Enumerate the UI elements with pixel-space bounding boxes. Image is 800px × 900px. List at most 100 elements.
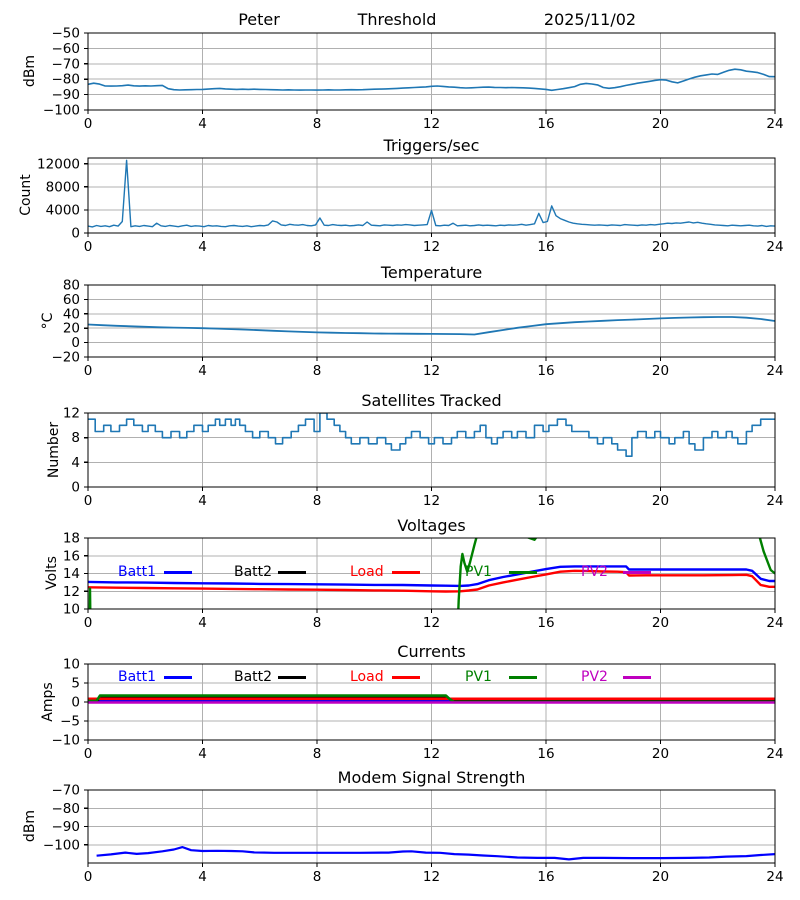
xtick-label: 12 xyxy=(423,239,440,255)
ylabel-voltages: Volts xyxy=(44,556,60,590)
ytick-label: 14 xyxy=(63,566,80,582)
ytick-label: 0 xyxy=(71,480,80,496)
xtick-label: 24 xyxy=(766,869,783,885)
ylabel-triggers: Count xyxy=(18,174,34,216)
legend-swatch-load xyxy=(392,570,420,574)
ytick-label: −60 xyxy=(52,41,81,57)
ytick-label: 20 xyxy=(63,321,80,337)
panel-6: 0 4 8 12 16 20 24 −100 −90 −80 −70 xyxy=(43,783,784,886)
ylabel-modem: dBm xyxy=(22,809,38,843)
chart-title-triggers: Triggers/sec xyxy=(383,136,480,155)
xtick-label: 20 xyxy=(652,869,669,885)
ytick-label: 60 xyxy=(63,292,80,308)
xtick-label: 0 xyxy=(84,239,93,255)
chart-title-modem: Modem Signal Strength xyxy=(337,768,526,787)
xtick-label: 8 xyxy=(313,116,322,132)
xtick-label: 16 xyxy=(537,239,554,255)
series-satellites xyxy=(88,413,775,457)
series-load xyxy=(88,569,775,593)
xtick-label: 8 xyxy=(313,239,322,255)
ytick-label: 0 xyxy=(71,695,80,711)
series-batt1 xyxy=(88,565,775,588)
legend-label-batt2: Batt2 xyxy=(234,564,273,580)
series-temperature xyxy=(88,316,775,336)
ytick-label: −50 xyxy=(52,26,81,42)
xtick-label: 20 xyxy=(652,615,669,631)
series-triggers xyxy=(88,159,775,228)
ytick-label: 18 xyxy=(63,531,80,547)
figure-header-date: 2025/11/02 xyxy=(543,10,637,29)
chart-title-voltages: Voltages xyxy=(397,516,466,535)
xtick-label: 12 xyxy=(423,116,440,132)
xtick-label: 12 xyxy=(423,363,440,379)
chart-title-currents: Currents xyxy=(397,642,466,661)
xtick-label: 20 xyxy=(652,746,669,762)
xtick-label: 20 xyxy=(652,239,669,255)
legend-swatch-load xyxy=(392,675,420,679)
ytick-label: −90 xyxy=(52,819,81,835)
xtick-label: 20 xyxy=(652,116,669,132)
ytick-label: 80 xyxy=(63,278,80,294)
legend-label-pv1: PV1 xyxy=(465,669,492,685)
ytick-label: 0 xyxy=(71,335,80,351)
xtick-label: 4 xyxy=(198,746,207,762)
chart-title-temperature: Temperature xyxy=(380,263,483,282)
ytick-label: −90 xyxy=(52,87,81,103)
legend-label-batt2: Batt2 xyxy=(234,669,273,685)
legend-label-batt1: Batt1 xyxy=(118,669,157,685)
ytick-label: 8 xyxy=(71,430,80,446)
xtick-label: 4 xyxy=(198,869,207,885)
ylabel-currents: Amps xyxy=(40,682,56,722)
xtick-label: 8 xyxy=(313,869,322,885)
xtick-label: 24 xyxy=(766,363,783,379)
xtick-label: 24 xyxy=(766,493,783,509)
panel-3: 0 4 8 12 16 20 24 0 4 8 12 xyxy=(63,406,784,510)
xtick-label: 12 xyxy=(423,869,440,885)
xtick-label: 8 xyxy=(313,746,322,762)
figure-header-station: Peter xyxy=(238,10,280,29)
legend-swatch-pv2 xyxy=(623,570,651,574)
xtick-label: 0 xyxy=(84,493,93,509)
xtick-label: 24 xyxy=(766,615,783,631)
ytick-label: −100 xyxy=(43,837,80,853)
ytick-label: 12 xyxy=(63,584,80,600)
legend-label-pv2: PV2 xyxy=(581,564,608,580)
xtick-label: 12 xyxy=(423,746,440,762)
ytick-label: −20 xyxy=(52,350,81,366)
ytick-label: 10 xyxy=(63,602,80,618)
xtick-label: 8 xyxy=(313,615,322,631)
legend-label-batt1: Batt1 xyxy=(118,564,157,580)
series-threshold xyxy=(88,68,775,92)
series-modem rssi xyxy=(96,846,775,861)
xtick-label: 4 xyxy=(198,363,207,379)
ytick-label: −70 xyxy=(52,56,81,72)
xtick-label: 0 xyxy=(84,746,93,762)
xtick-label: 0 xyxy=(84,869,93,885)
legend-swatch-batt1 xyxy=(164,675,192,679)
legend-swatch-batt1 xyxy=(164,570,192,574)
ytick-label: 5 xyxy=(71,676,80,692)
ylabel-temperature: °C xyxy=(40,312,56,330)
ytick-label: −80 xyxy=(52,72,81,88)
ytick-label: 12 xyxy=(63,406,80,422)
xtick-label: 0 xyxy=(84,116,93,132)
ytick-label: 40 xyxy=(63,306,80,322)
xtick-label: 4 xyxy=(198,493,207,509)
ytick-label: 10 xyxy=(63,657,80,673)
ytick-label: 12000 xyxy=(37,156,80,172)
panel-0: 0 4 8 12 16 20 24 −100−90−80−70−60−50 xyxy=(43,26,784,133)
xtick-label: 16 xyxy=(537,116,554,132)
xtick-label: 8 xyxy=(313,363,322,379)
legend-label-load: Load xyxy=(350,669,384,685)
xtick-label: 24 xyxy=(766,746,783,762)
ytick-label: 4 xyxy=(71,455,80,471)
legend-label-load: Load xyxy=(350,564,384,580)
figure-header-quantity: Threshold xyxy=(357,10,437,29)
panel-1: 0 4 8 12 16 20 24 0 4000 8000 12000 xyxy=(37,156,784,255)
ytick-label: 16 xyxy=(63,548,80,564)
xtick-label: 12 xyxy=(423,493,440,509)
xtick-label: 16 xyxy=(537,869,554,885)
ylabel-threshold: dBm xyxy=(22,54,38,88)
